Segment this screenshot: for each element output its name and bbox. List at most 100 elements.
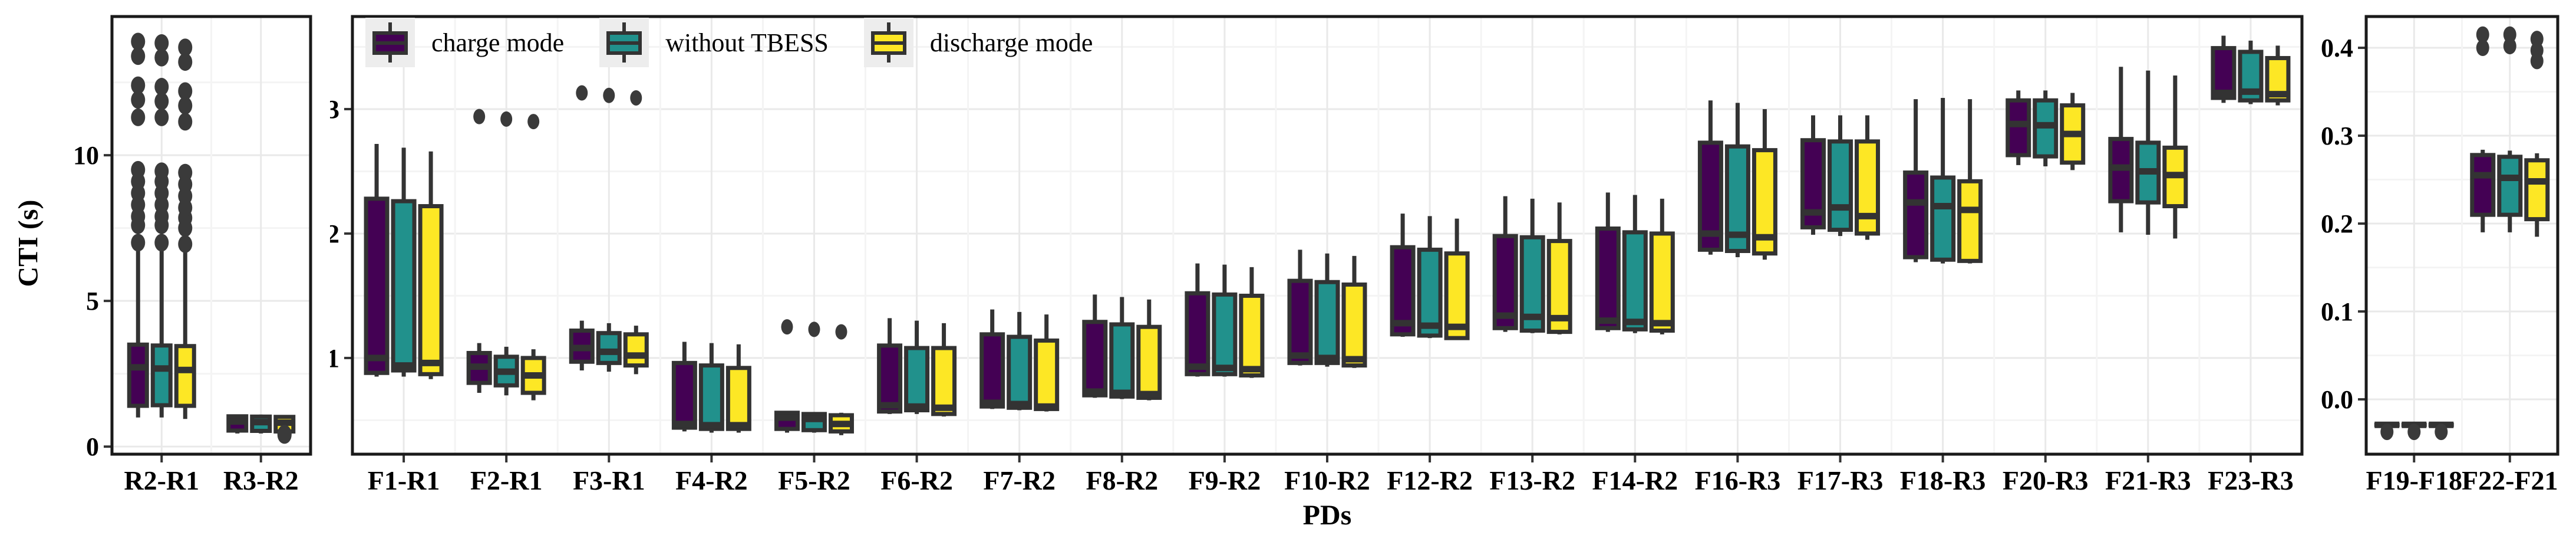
box [1903, 170, 1929, 260]
outlier-point [131, 108, 146, 126]
outlier-point [2503, 38, 2516, 55]
outlier-point [178, 235, 193, 253]
y-tick-label: 0.4 [2321, 34, 2353, 63]
x-tick-label: F23-R3 [2208, 465, 2294, 495]
box [127, 342, 149, 408]
x-tick-label: F12-R2 [1387, 465, 1473, 495]
box [1957, 179, 1983, 263]
box [1287, 278, 1313, 365]
box [1034, 338, 1060, 411]
y-tick-label: 0.2 [2321, 209, 2353, 238]
box [931, 346, 957, 416]
outlier-point [527, 114, 540, 130]
outlier-point [154, 48, 169, 67]
box [671, 360, 697, 430]
panel-border [110, 15, 312, 456]
box [877, 343, 903, 414]
outlier-point [131, 91, 146, 109]
outlier-point [2435, 424, 2448, 441]
outlier-point [576, 85, 588, 101]
box [1390, 245, 1416, 337]
outlier-point [500, 111, 513, 127]
outlier-point [154, 78, 169, 96]
outlier-point [131, 234, 146, 252]
x-tick-label: F13-R2 [1489, 465, 1575, 495]
x-tick-label: F16-R3 [1695, 465, 1781, 495]
outlier-point [131, 160, 146, 179]
outlier-point [178, 163, 193, 182]
outlier-point [131, 76, 146, 94]
x-tick-label: F4-R2 [675, 465, 748, 495]
y-tick-label: 0.1 [2321, 297, 2353, 326]
x-tick-label: F18-R3 [1900, 465, 1986, 495]
x-tick-label: F22-F21 [2462, 465, 2558, 495]
boxplot-key-icon [863, 18, 913, 67]
x-tick-label: F7-R2 [983, 465, 1056, 495]
y-tick-label: 1 [330, 344, 339, 373]
box [1622, 230, 1648, 331]
outlier-point [154, 92, 169, 110]
boxplot-key-icon [365, 18, 415, 67]
x-tick-label: R2-R1 [124, 465, 199, 495]
outlier-point [2476, 26, 2489, 43]
x-tick-label: F19-F18 [2366, 465, 2462, 495]
legend-label: charge mode [431, 28, 565, 57]
box [1417, 247, 1443, 338]
legend: charge mode without TBESS discharge mode [365, 18, 1093, 67]
legend-item-discharge-mode: discharge mode [863, 18, 1093, 67]
x-tick-label: F6-R2 [880, 465, 953, 495]
left-panel-chart: 0 5 10 R2-R1 R3-R2 [73, 15, 312, 495]
panel-border [351, 15, 2304, 456]
outlier-point [277, 426, 292, 444]
box [2470, 153, 2496, 217]
outlier-point [630, 90, 642, 106]
y-tick-label: 0 [86, 432, 99, 461]
outlier-point [178, 53, 193, 71]
box [1212, 292, 1238, 376]
box [2524, 158, 2550, 222]
outlier-point [2476, 40, 2489, 57]
outlier-point [154, 108, 169, 126]
box [1314, 280, 1340, 365]
panel-border [2364, 15, 2559, 456]
x-tick-label: F9-R2 [1189, 465, 1261, 495]
box [1855, 139, 1881, 236]
box [1828, 139, 1853, 232]
outlier-point [781, 319, 793, 335]
y-tick-label: 2 [330, 219, 339, 248]
outlier-point [603, 87, 615, 103]
outlier-point [178, 97, 193, 115]
box [1007, 334, 1033, 410]
box [1930, 175, 1956, 262]
box [174, 344, 196, 408]
outlier-point [154, 162, 169, 180]
outlier-point [2503, 26, 2516, 43]
box [725, 366, 751, 431]
x-axis-title: PDs [1302, 500, 1352, 531]
box [1595, 227, 1621, 330]
outlier-point [178, 82, 193, 100]
outlier-point [835, 324, 847, 340]
box [623, 332, 649, 368]
box [391, 199, 417, 373]
legend-item-charge-mode: charge mode [365, 18, 564, 67]
outlier-point [154, 234, 169, 252]
legend-label: discharge mode [929, 28, 1093, 57]
x-tick-label: F21-R3 [2105, 465, 2191, 495]
boxplot-key-icon [599, 18, 649, 67]
x-tick-label: F10-R2 [1284, 465, 1370, 495]
y-tick-label: 10 [73, 141, 99, 170]
outlier-point [178, 38, 193, 57]
box [150, 343, 173, 408]
x-tick-label: F1-R1 [368, 465, 440, 495]
outlier-point [2530, 52, 2544, 70]
x-tick-label: F8-R2 [1086, 465, 1158, 495]
outlier-point [131, 47, 146, 65]
x-tick-label: F17-R3 [1797, 465, 1884, 495]
box [698, 363, 724, 431]
outlier-point [2407, 424, 2421, 441]
y-tick-label: 0.3 [2321, 122, 2353, 150]
outlier-point [473, 109, 486, 124]
